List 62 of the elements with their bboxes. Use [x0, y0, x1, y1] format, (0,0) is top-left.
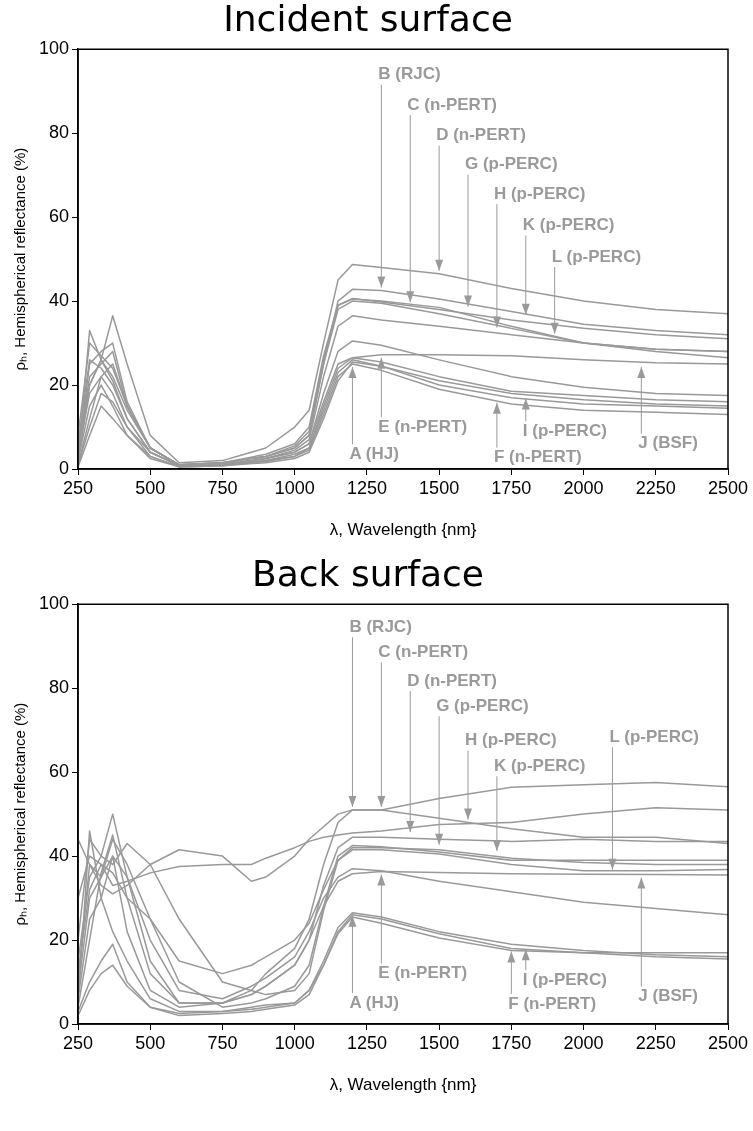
x-tick-label: 1000 — [274, 477, 315, 498]
y-tick-label: 80 — [49, 677, 70, 698]
x-tick-label: 250 — [63, 1032, 94, 1053]
annotation: G (p-PERC) — [465, 154, 558, 174]
annotation: L (p-PERC) — [551, 246, 642, 266]
annotation: E (n-PERT) — [378, 963, 468, 983]
annotation: A (HJ) — [349, 992, 399, 1012]
y-tick-label: 100 — [38, 593, 70, 614]
annotation: D (n-PERT) — [436, 125, 526, 145]
annotation: D (n-PERT) — [407, 670, 497, 690]
y-tick-label: 0 — [59, 1012, 70, 1033]
annotation: J (BSF) — [638, 433, 698, 453]
y-tick-label: 100 — [38, 38, 70, 59]
y-tick-label: 0 — [59, 457, 70, 478]
annotation: C (n-PERT) — [407, 94, 497, 114]
y-tick-label: 80 — [49, 122, 70, 143]
y-tick-label: 60 — [49, 761, 70, 782]
annotation: I (p-PERC) — [522, 970, 607, 990]
x-tick-label: 500 — [135, 1032, 166, 1053]
y-tick-label: 20 — [49, 374, 70, 395]
x-axis-title: λ, Wavelength {nm} — [329, 520, 477, 540]
x-tick-label: 2250 — [635, 477, 676, 498]
x-tick-label: 2250 — [635, 1032, 676, 1053]
x-tick-label: 1500 — [419, 477, 460, 498]
x-tick-label: 500 — [135, 477, 166, 498]
x-tick-label: 750 — [207, 1032, 238, 1053]
x-tick-label: 1500 — [419, 1032, 460, 1053]
x-tick-label: 1750 — [491, 1032, 532, 1053]
x-tick-label: 2500 — [707, 1032, 749, 1053]
annotation: C (n-PERT) — [378, 642, 469, 662]
annotation: K (p-PERC) — [522, 215, 615, 235]
annotation: E (n-PERT) — [378, 416, 468, 436]
y-axis-title: ρₕ, Hemispherical reflectance (%) — [11, 147, 29, 371]
x-tick-label: 1250 — [346, 477, 387, 498]
annotation: A (HJ) — [349, 443, 399, 463]
annotation: J (BSF) — [638, 986, 698, 1006]
x-axis-title: λ, Wavelength {nm} — [329, 1075, 477, 1095]
y-tick-label: 60 — [49, 206, 70, 227]
annotation: B (RJC) — [349, 616, 412, 636]
annotation: F (n-PERT) — [508, 993, 597, 1013]
annotation: I (p-PERC) — [522, 420, 607, 440]
x-tick-label: 2000 — [563, 1032, 604, 1053]
annotation: H (p-PERC) — [493, 183, 586, 203]
annotation: H (p-PERC) — [465, 730, 557, 750]
y-tick-label: 40 — [49, 845, 70, 866]
chart-title: Back surface — [252, 552, 484, 594]
y-tick-label: 20 — [49, 929, 70, 950]
x-tick-label: 250 — [63, 477, 94, 498]
chart-title: Incident surface — [223, 0, 513, 39]
annotation: L (p-PERC) — [609, 726, 699, 746]
annotation: G (p-PERC) — [436, 695, 529, 715]
y-tick-label: 40 — [49, 290, 70, 311]
annotation: F (n-PERT) — [493, 447, 582, 467]
x-tick-label: 2000 — [563, 477, 604, 498]
x-tick-label: 1250 — [346, 1032, 387, 1053]
x-tick-label: 1000 — [274, 1032, 315, 1053]
x-tick-label: 1750 — [491, 477, 532, 498]
x-tick-label: 750 — [207, 477, 238, 498]
annotation: B (RJC) — [378, 64, 441, 84]
y-axis-title: ρₕ, Hemispherical reflectance (%) — [11, 702, 29, 926]
annotation: K (p-PERC) — [493, 755, 586, 775]
x-tick-label: 2500 — [707, 477, 749, 498]
